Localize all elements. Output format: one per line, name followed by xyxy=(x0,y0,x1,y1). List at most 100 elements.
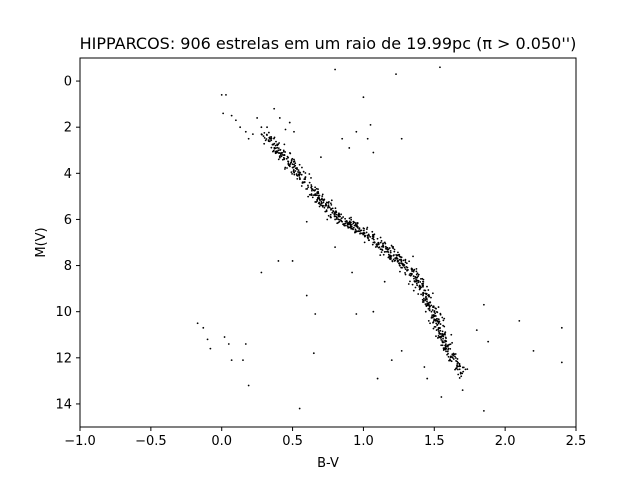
data-point xyxy=(311,196,314,199)
data-point xyxy=(435,335,437,338)
data-point xyxy=(411,268,414,271)
data-point xyxy=(404,261,407,264)
data-point xyxy=(273,146,276,149)
data-point xyxy=(287,160,290,163)
data-point xyxy=(275,140,277,143)
data-point xyxy=(383,251,386,253)
data-point xyxy=(406,266,409,269)
data-point xyxy=(348,226,351,229)
data-point xyxy=(325,201,328,204)
data-point xyxy=(392,258,395,261)
data-point xyxy=(269,137,272,140)
data-point xyxy=(440,339,443,341)
data-point xyxy=(433,326,436,328)
data-point xyxy=(321,195,324,198)
data-point xyxy=(293,158,295,161)
data-point xyxy=(424,310,427,313)
data-point xyxy=(356,225,359,228)
data-point xyxy=(264,139,267,142)
data-point xyxy=(387,253,390,256)
data-point xyxy=(399,270,401,273)
data-point xyxy=(430,316,433,318)
data-point xyxy=(372,238,375,241)
data-point xyxy=(318,196,320,199)
data-point xyxy=(296,174,299,177)
data-point xyxy=(286,167,288,169)
data-point xyxy=(384,245,387,248)
data-point xyxy=(371,235,374,238)
data-point xyxy=(362,96,365,99)
data-point xyxy=(455,367,457,370)
data-point xyxy=(387,251,390,253)
data-point xyxy=(428,301,431,304)
data-point xyxy=(389,251,392,254)
data-point xyxy=(304,172,307,174)
data-point xyxy=(443,341,445,344)
data-point xyxy=(400,349,403,352)
data-point xyxy=(426,300,428,303)
data-point xyxy=(267,140,270,143)
data-point xyxy=(415,282,418,285)
data-point xyxy=(350,218,353,221)
data-point xyxy=(282,156,285,159)
data-point xyxy=(432,327,435,330)
x-tick-label: 0.5 xyxy=(282,434,303,449)
data-point xyxy=(409,280,411,283)
data-point xyxy=(336,216,338,219)
data-point xyxy=(413,280,416,283)
data-point xyxy=(371,230,374,233)
data-point xyxy=(300,173,303,176)
data-point xyxy=(298,163,301,166)
data-point xyxy=(270,139,273,142)
data-point xyxy=(440,396,443,398)
data-point xyxy=(377,243,380,246)
data-point xyxy=(281,158,284,161)
data-point xyxy=(278,156,281,159)
data-point xyxy=(260,271,263,274)
data-point xyxy=(438,336,441,338)
data-point xyxy=(308,181,311,184)
data-point xyxy=(487,340,490,343)
data-point xyxy=(334,207,337,210)
data-point xyxy=(411,270,414,272)
data-point xyxy=(334,246,336,249)
data-point xyxy=(410,272,413,275)
data-point xyxy=(294,162,297,165)
data-point xyxy=(386,247,389,249)
data-point xyxy=(321,198,324,201)
data-point xyxy=(334,211,336,214)
data-point xyxy=(389,254,392,257)
data-point xyxy=(456,365,459,368)
data-point xyxy=(359,232,361,235)
data-point xyxy=(284,151,287,153)
data-point xyxy=(436,324,439,326)
data-point xyxy=(280,152,282,155)
data-point xyxy=(411,283,414,286)
data-point xyxy=(387,256,390,259)
data-point xyxy=(421,284,424,287)
data-point xyxy=(295,173,298,175)
data-point xyxy=(430,296,432,299)
data-point xyxy=(276,146,279,149)
data-point xyxy=(466,368,469,371)
x-tick-label: −0.5 xyxy=(135,434,167,449)
data-point xyxy=(244,130,247,133)
data-point xyxy=(344,217,347,220)
data-point xyxy=(314,189,317,191)
data-point xyxy=(461,372,464,375)
data-point xyxy=(414,276,417,279)
data-point xyxy=(415,270,418,273)
data-point xyxy=(454,368,456,371)
data-point xyxy=(277,149,280,152)
data-point xyxy=(329,215,332,218)
data-point xyxy=(355,222,357,224)
data-point xyxy=(317,190,319,193)
data-point xyxy=(299,173,301,176)
data-point xyxy=(307,186,310,189)
data-point xyxy=(289,152,292,155)
data-point xyxy=(319,204,322,206)
data-point xyxy=(404,271,406,274)
data-point xyxy=(346,220,348,223)
data-point xyxy=(390,244,393,247)
data-point xyxy=(447,352,449,355)
